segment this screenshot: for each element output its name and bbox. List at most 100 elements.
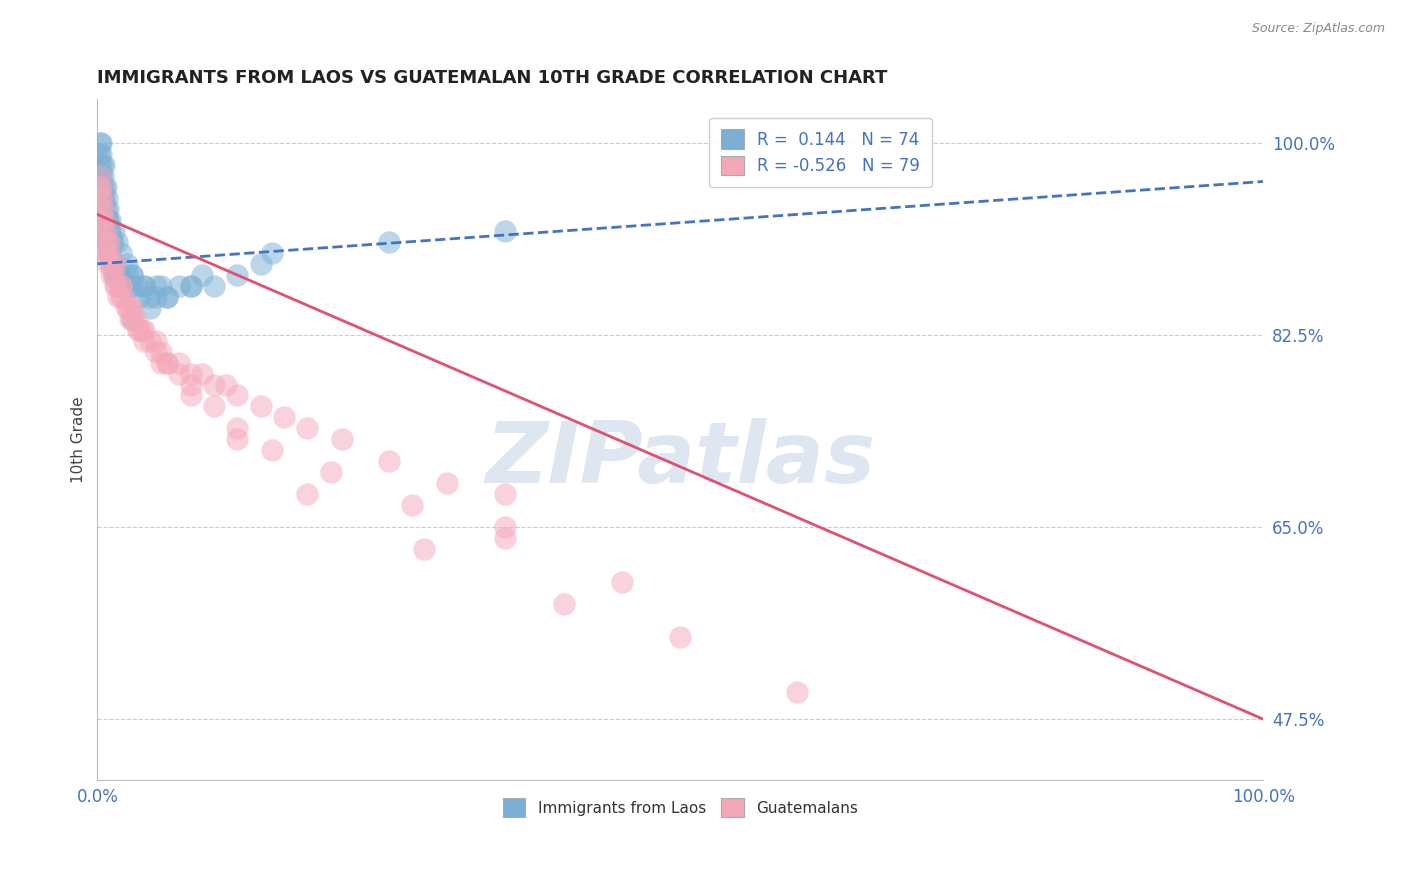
Point — [118, 301, 141, 315]
Point — [100, 235, 122, 249]
Point — [786, 685, 808, 699]
Text: Source: ZipAtlas.com: Source: ZipAtlas.com — [1251, 22, 1385, 36]
Point — [101, 257, 124, 271]
Point — [202, 278, 225, 293]
Point — [128, 290, 150, 304]
Point — [91, 180, 114, 194]
Point — [110, 268, 132, 282]
Point — [262, 443, 284, 458]
Point — [93, 213, 115, 227]
Point — [226, 268, 249, 282]
Point — [202, 400, 225, 414]
Point — [98, 213, 121, 227]
Point — [98, 245, 121, 260]
Point — [91, 191, 114, 205]
Point — [91, 169, 114, 183]
Point — [249, 400, 271, 414]
Point — [202, 377, 225, 392]
Point — [94, 224, 117, 238]
Point — [121, 311, 143, 326]
Point — [90, 202, 112, 216]
Point — [297, 487, 319, 501]
Point — [110, 245, 132, 260]
Point — [93, 158, 115, 172]
Point — [226, 433, 249, 447]
Point — [180, 388, 202, 402]
Point — [132, 278, 155, 293]
Point — [132, 278, 155, 293]
Point — [96, 191, 118, 205]
Point — [156, 355, 179, 369]
Point — [495, 520, 517, 534]
Point — [226, 421, 249, 435]
Point — [495, 224, 517, 238]
Point — [103, 224, 125, 238]
Point — [378, 235, 401, 249]
Point — [214, 377, 236, 392]
Point — [156, 290, 179, 304]
Point — [89, 180, 111, 194]
Point — [93, 180, 115, 194]
Point — [495, 487, 517, 501]
Point — [401, 498, 423, 512]
Point — [669, 630, 692, 644]
Point — [553, 597, 575, 611]
Point — [94, 245, 117, 260]
Point — [378, 454, 401, 468]
Point — [97, 235, 120, 249]
Point — [297, 421, 319, 435]
Point — [150, 344, 173, 359]
Point — [125, 311, 148, 326]
Point — [96, 235, 118, 249]
Point — [145, 290, 167, 304]
Point — [100, 257, 122, 271]
Point — [90, 191, 112, 205]
Point — [139, 334, 162, 348]
Point — [111, 290, 134, 304]
Point — [226, 388, 249, 402]
Point — [90, 136, 112, 150]
Point — [89, 191, 111, 205]
Point — [273, 410, 295, 425]
Legend: Immigrants from Laos, Guatemalans: Immigrants from Laos, Guatemalans — [496, 792, 865, 823]
Point — [98, 245, 121, 260]
Text: ZIPatlas: ZIPatlas — [485, 418, 876, 501]
Point — [115, 268, 138, 282]
Point — [96, 213, 118, 227]
Point — [87, 147, 110, 161]
Point — [115, 257, 138, 271]
Point — [98, 235, 121, 249]
Point — [103, 268, 125, 282]
Point — [180, 377, 202, 392]
Point — [91, 224, 114, 238]
Text: IMMIGRANTS FROM LAOS VS GUATEMALAN 10TH GRADE CORRELATION CHART: IMMIGRANTS FROM LAOS VS GUATEMALAN 10TH … — [97, 69, 887, 87]
Point — [93, 213, 115, 227]
Point — [107, 268, 129, 282]
Point — [89, 169, 111, 183]
Point — [180, 278, 202, 293]
Point — [107, 290, 129, 304]
Point — [249, 257, 271, 271]
Point — [156, 355, 179, 369]
Point — [104, 257, 127, 271]
Point — [436, 476, 458, 491]
Point — [91, 213, 114, 227]
Point — [90, 147, 112, 161]
Point — [138, 290, 160, 304]
Point — [111, 278, 134, 293]
Point — [94, 224, 117, 238]
Point — [98, 245, 121, 260]
Point — [105, 268, 128, 282]
Point — [87, 180, 110, 194]
Point — [150, 355, 173, 369]
Point — [89, 136, 111, 150]
Point — [180, 367, 202, 381]
Point — [87, 169, 110, 183]
Point — [330, 433, 353, 447]
Point — [180, 278, 202, 293]
Point — [104, 278, 127, 293]
Point — [89, 158, 111, 172]
Point — [121, 301, 143, 315]
Point — [98, 257, 121, 271]
Point — [127, 323, 149, 337]
